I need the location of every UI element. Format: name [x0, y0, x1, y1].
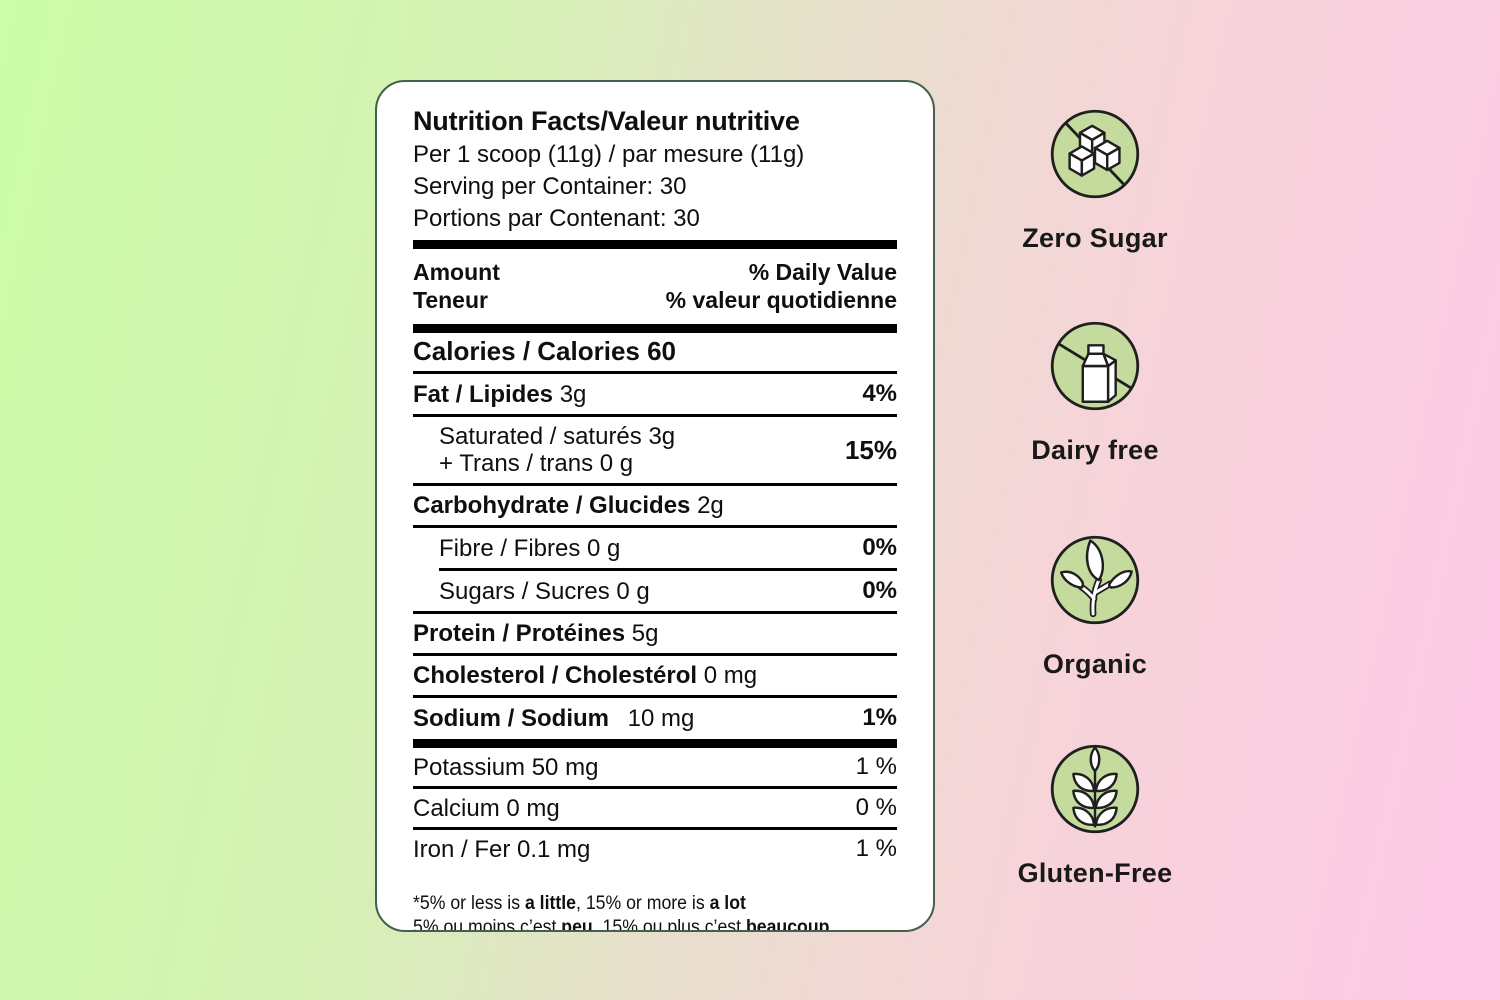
footnote-text: , 15% or more is [576, 893, 710, 914]
divider-thick [413, 324, 897, 333]
divider-indented [439, 568, 897, 571]
nutrient-name: Carbohydrate / Glucides 2g [413, 492, 724, 519]
badge-dairy-free: Dairy free [1000, 319, 1190, 466]
carbohydrate-name: Carbohydrate / Glucides [413, 492, 691, 519]
header-amount-en: Amount [413, 259, 500, 285]
footnote-text: a lot [709, 893, 746, 914]
servings-per-container-fr: Portions par Contenant: 30 [413, 205, 700, 232]
fibre-name: Fibre / Fibres 0 g [439, 534, 621, 562]
fibre-dv: 0% [862, 534, 897, 561]
nutrient-row-carbohydrate: Carbohydrate / Glucides 2g [413, 486, 897, 525]
saturated-line: Saturated / saturés 3g [439, 423, 676, 450]
servings-per-container-en: Serving per Container: 30 [413, 173, 687, 200]
badge-zero-sugar: Zero Sugar [1000, 107, 1190, 254]
nutrient-row-fat: Fat / Lipides 3g 4% [413, 374, 897, 414]
nutrient-name: Protein / Protéines 5g [413, 620, 658, 647]
nutrient-row-potassium: Potassium 50 mg 1 % [413, 748, 897, 786]
footnote-text: *5% or less is [413, 893, 525, 914]
nutrient-row-iron: Iron / Fer 0.1 mg 1 % [413, 830, 897, 868]
label-title: Nutrition Facts/Valeur nutritive [413, 106, 800, 136]
divider [413, 483, 897, 486]
divider [413, 525, 897, 528]
organic-leaf-icon [1050, 535, 1140, 625]
nutrient-row-calcium: Calcium 0 mg 0 % [413, 789, 897, 827]
badge-label: Organic [1042, 649, 1148, 679]
no-dairy-icon [1050, 321, 1140, 411]
nutrient-row-fibre: Fibre / Fibres 0 g 0% [413, 528, 897, 568]
footnote-text: beaucoup [745, 917, 830, 932]
footnote-text: , 15% ou plus c’est [592, 917, 746, 932]
fat-dv: 4% [862, 380, 897, 407]
saturated-dv: 15% [844, 434, 897, 465]
divider [413, 786, 897, 789]
sugars-name: Sugars / Sucres 0 g [439, 577, 650, 605]
footnote-text: a little [524, 893, 577, 914]
nutrient-row-saturated-trans: Saturated / saturés 3g + Trans / trans 0… [413, 417, 897, 483]
badge-organic: Organic [1000, 533, 1190, 680]
sugars-dv: 0% [862, 577, 897, 604]
sodium-amount: 10 mg [627, 704, 695, 732]
nutrient-row-cholesterol: Cholesterol / Cholestérol 0 mg [413, 656, 897, 695]
gluten-free-wheat-icon [1050, 744, 1140, 834]
divider [413, 827, 897, 830]
nutrient-name: Fat / Lipides 3g [413, 381, 586, 408]
divider [413, 611, 897, 614]
fat-name: Fat / Lipides [413, 380, 554, 408]
nutrient-name: Cholesterol / Cholestérol 0 mg [413, 662, 757, 689]
calcium-name: Calcium 0 mg [413, 794, 560, 822]
nutrient-row-sodium: Sodium / Sodium 10 mg 1% [413, 698, 897, 738]
daily-value-footnote: *5% or less is a little, 15% or more is … [413, 892, 863, 932]
header-dv-fr: % valeur quotidienne [665, 287, 897, 313]
sodium-name: Sodium / Sodium [413, 704, 609, 732]
protein-name: Protein / Protéines [413, 620, 626, 647]
footnote-text: peu [561, 917, 593, 932]
cholesterol-amount: 0 mg [703, 662, 758, 689]
calcium-dv: 0 % [855, 794, 897, 821]
cholesterol-name: Cholesterol / Cholestérol [413, 662, 698, 689]
potassium-name: Potassium 50 mg [413, 753, 599, 781]
trans-line: + Trans / trans 0 g [439, 450, 634, 477]
footnote-fr: 5% ou moins c’est peu, 15% ou plus c’est… [413, 916, 863, 932]
divider [413, 653, 897, 656]
carbohydrate-amount: 2g [697, 492, 724, 519]
nutrition-facts-label: Nutrition Facts/Valeur nutritive Per 1 s… [375, 80, 935, 932]
badge-label: Gluten-Free [1017, 858, 1173, 888]
divider [413, 414, 897, 417]
badge-label: Dairy free [1031, 435, 1159, 465]
badge-label: Zero Sugar [1022, 223, 1168, 253]
nutrient-name: Sodium / Sodium 10 mg [413, 705, 694, 732]
footnote-en: *5% or less is a little, 15% or more is … [413, 892, 863, 916]
no-sugar-icon [1050, 109, 1140, 199]
fat-amount: 3g [559, 380, 587, 408]
calories-value: Calories / Calories 60 [413, 336, 677, 366]
nutrient-row-protein: Protein / Protéines 5g [413, 614, 897, 653]
divider [413, 371, 897, 374]
divider-thick [413, 240, 897, 249]
calories-row: Calories / Calories 60 [413, 333, 897, 371]
amount-daily-value-header: Amount Teneur % Daily Value % valeur quo… [413, 249, 897, 324]
divider-thick [413, 739, 897, 748]
header-dv-en: % Daily Value [748, 259, 897, 285]
nutrient-row-sugars: Sugars / Sucres 0 g 0% [413, 571, 897, 611]
protein-amount: 5g [631, 620, 659, 647]
header-amount-fr: Teneur [413, 287, 488, 313]
nutrient-name: Saturated / saturés 3g + Trans / trans 0… [413, 423, 675, 477]
iron-name: Iron / Fer 0.1 mg [413, 835, 591, 863]
serving-size-line: Per 1 scoop (11g) / par mesure (11g) [413, 141, 805, 168]
badge-gluten-free: Gluten-Free [1000, 742, 1190, 889]
sodium-dv: 1% [862, 704, 897, 731]
iron-dv: 1 % [855, 835, 897, 862]
footnote-text: 5% ou moins c’est [413, 917, 562, 932]
divider [413, 695, 897, 698]
potassium-dv: 1 % [855, 753, 897, 780]
